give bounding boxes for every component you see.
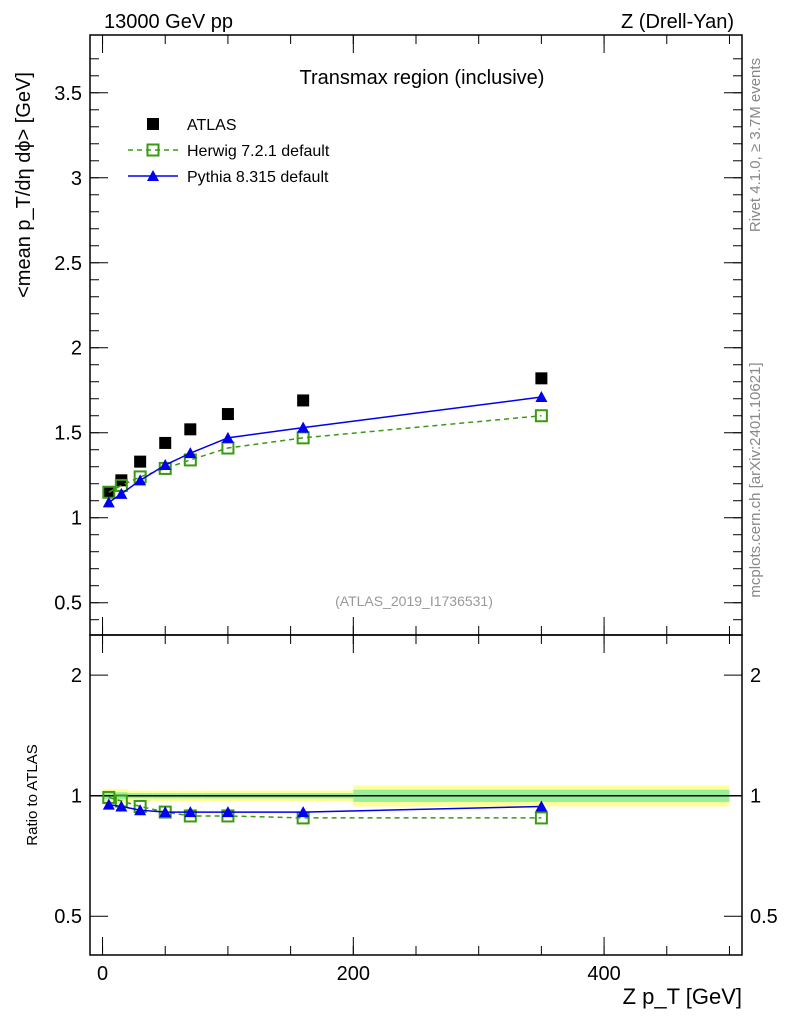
ratio-y-tick-label: 2 bbox=[71, 665, 82, 687]
atlas-point bbox=[535, 372, 548, 385]
pythia-point bbox=[297, 421, 310, 433]
x-axis-label: Z p_T [GeV] bbox=[623, 984, 742, 1009]
legend-label-herwig: Herwig 7.2.1 default bbox=[187, 143, 330, 160]
atlas-point bbox=[184, 423, 197, 436]
y-tick-label: 2.5 bbox=[54, 253, 82, 275]
x-tick-label: 400 bbox=[587, 963, 620, 985]
source-label: mcplots.cern.ch [arXiv:2401.10621] bbox=[747, 362, 764, 597]
pythia-point bbox=[297, 806, 310, 818]
x-tick-label: 200 bbox=[337, 963, 370, 985]
header-right: Z (Drell-Yan) bbox=[621, 11, 734, 33]
atlas-point bbox=[297, 394, 310, 407]
legend-marker-herwig bbox=[146, 143, 160, 157]
ratio-frame bbox=[89, 634, 743, 956]
pythia-point bbox=[159, 459, 172, 471]
ratio-y-tick-label-right: 0.5 bbox=[750, 906, 778, 928]
pythia-point bbox=[115, 487, 128, 499]
pythia-point bbox=[535, 800, 548, 812]
ratio-y-tick-label: 0.5 bbox=[54, 906, 82, 928]
legend-label-atlas: ATLAS bbox=[187, 117, 237, 134]
herwig-point bbox=[534, 811, 548, 825]
legend-marker-atlas bbox=[147, 118, 159, 130]
ratio-y-tick-label-right: 2 bbox=[750, 665, 761, 687]
pythia-point bbox=[115, 800, 128, 812]
rivet-label: Rivet 4.1.0, ≥ 3.7M events bbox=[747, 58, 764, 232]
y-tick-label: 3.5 bbox=[54, 83, 82, 105]
atlas-point bbox=[159, 436, 172, 449]
y-tick-label: 3 bbox=[71, 168, 82, 190]
y-tick-label: 1.5 bbox=[54, 423, 82, 445]
y-tick-label: 2 bbox=[71, 338, 82, 360]
chart-title: Transmax region (inclusive) bbox=[300, 67, 545, 89]
legend-label-pythia: Pythia 8.315 default bbox=[187, 169, 329, 186]
herwig-point bbox=[534, 409, 548, 423]
y-axis-label-ratio: Ratio to ATLAS bbox=[24, 744, 41, 845]
header-left: 13000 GeV pp bbox=[104, 11, 233, 33]
x-tick-label: 0 bbox=[97, 963, 108, 985]
pythia-point bbox=[184, 806, 197, 818]
ratio-y-tick-label-right: 1 bbox=[750, 786, 761, 808]
y-tick-label: 0.5 bbox=[54, 593, 82, 615]
legend-marker-pythia bbox=[147, 170, 159, 181]
pythia-line bbox=[108, 396, 542, 504]
pythia-point bbox=[134, 804, 147, 816]
y-axis-label-main: <mean p_T/dη dϕ> [GeV] bbox=[13, 72, 35, 298]
pythia-point bbox=[134, 474, 147, 486]
pythia-point bbox=[221, 806, 234, 818]
pythia-point bbox=[535, 391, 548, 403]
atlas-point bbox=[221, 408, 234, 421]
y-tick-label: 1 bbox=[71, 508, 82, 530]
herwig-line bbox=[108, 414, 542, 493]
pythia-point bbox=[102, 496, 115, 508]
atlas-point bbox=[134, 455, 147, 468]
analysis-annotation: (ATLAS_2019_I1736531) bbox=[335, 593, 493, 609]
pythia-point bbox=[102, 798, 115, 810]
herwig-line bbox=[108, 796, 542, 819]
pythia-point bbox=[184, 447, 197, 459]
ratio-y-tick-label: 1 bbox=[71, 786, 82, 808]
pythia-point bbox=[159, 806, 172, 818]
pythia-point bbox=[221, 431, 234, 443]
